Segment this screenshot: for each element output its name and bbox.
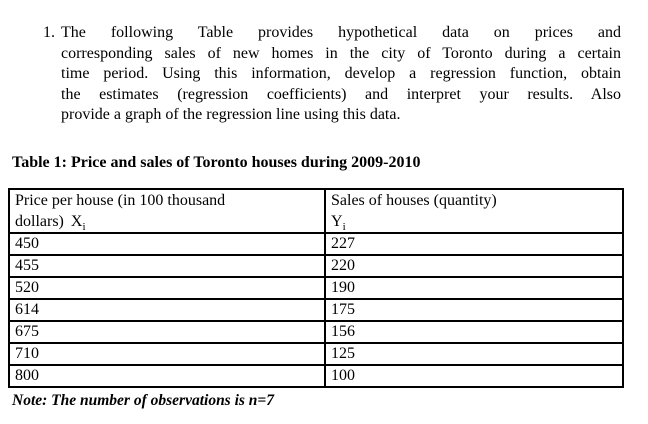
price-cell: 710	[8, 341, 326, 366]
price-header-line2: dollars)	[15, 212, 64, 230]
problem-line: corresponding sales of new homes in the …	[61, 44, 621, 62]
price-variable-symbol: X	[70, 212, 83, 230]
price-cell: 455	[8, 253, 326, 278]
problem-number: 1.	[43, 24, 55, 41]
table-row: 450 227	[8, 231, 624, 256]
price-variable-subscript: i	[82, 221, 86, 234]
problem-line: provide a graph of the regression line u…	[61, 106, 401, 124]
table-row: 614 175	[8, 297, 624, 322]
table-header-row: Price per house (in 100 thousand dollars…	[8, 187, 624, 234]
sales-variable: Yi	[331, 212, 346, 234]
price-header-line1: Price per house (in 100 thousand	[15, 191, 226, 209]
table-row: 455 220	[8, 253, 624, 278]
col-header-sales: Sales of houses (quantity) Yi	[324, 187, 624, 234]
problem-text: The following Table provides hypothetica…	[61, 23, 621, 126]
sales-variable-symbol: Y	[331, 212, 343, 230]
data-table: Price per house (in 100 thousand dollars…	[8, 187, 624, 388]
price-cell: 520	[8, 275, 326, 300]
sales-cell: 175	[324, 297, 624, 322]
problem-line: the estimates (regression coefficients) …	[61, 85, 621, 103]
sales-cell: 227	[324, 231, 624, 256]
price-cell: 614	[8, 297, 326, 322]
price-cell: 450	[8, 231, 326, 256]
price-cell: 675	[8, 319, 326, 344]
sales-header-line1: Sales of houses (quantity)	[331, 191, 497, 209]
problem-line: The following Table provides hypothetica…	[61, 24, 621, 41]
table-row: 520 190	[8, 275, 624, 300]
col-header-price: Price per house (in 100 thousand dollars…	[8, 187, 326, 234]
price-variable: Xi	[70, 212, 86, 234]
table-header: Price per house (in 100 thousand dollars…	[8, 187, 624, 234]
sales-cell: 190	[324, 275, 624, 300]
problem-statement: 1. The following Table provides hypothet…	[0, 0, 648, 126]
table-caption: Table 1: Price and sales of Toronto hous…	[12, 153, 421, 171]
sales-cell: 125	[324, 341, 624, 366]
table-row: 800 100	[8, 363, 624, 388]
problem-line: time period. Using this information, dev…	[61, 65, 621, 83]
table-row: 675 156	[8, 319, 624, 344]
table-row: 710 125	[8, 341, 624, 366]
table-note: Note: The number of observations is n=7	[12, 391, 275, 409]
price-cell: 800	[8, 363, 326, 388]
table-body: 450 227 455 220 520 190 614 175 675 156 …	[8, 231, 624, 388]
sales-cell: 156	[324, 319, 624, 344]
sales-variable-subscript: i	[342, 221, 346, 234]
sales-cell: 220	[324, 253, 624, 278]
sales-cell: 100	[324, 363, 624, 388]
